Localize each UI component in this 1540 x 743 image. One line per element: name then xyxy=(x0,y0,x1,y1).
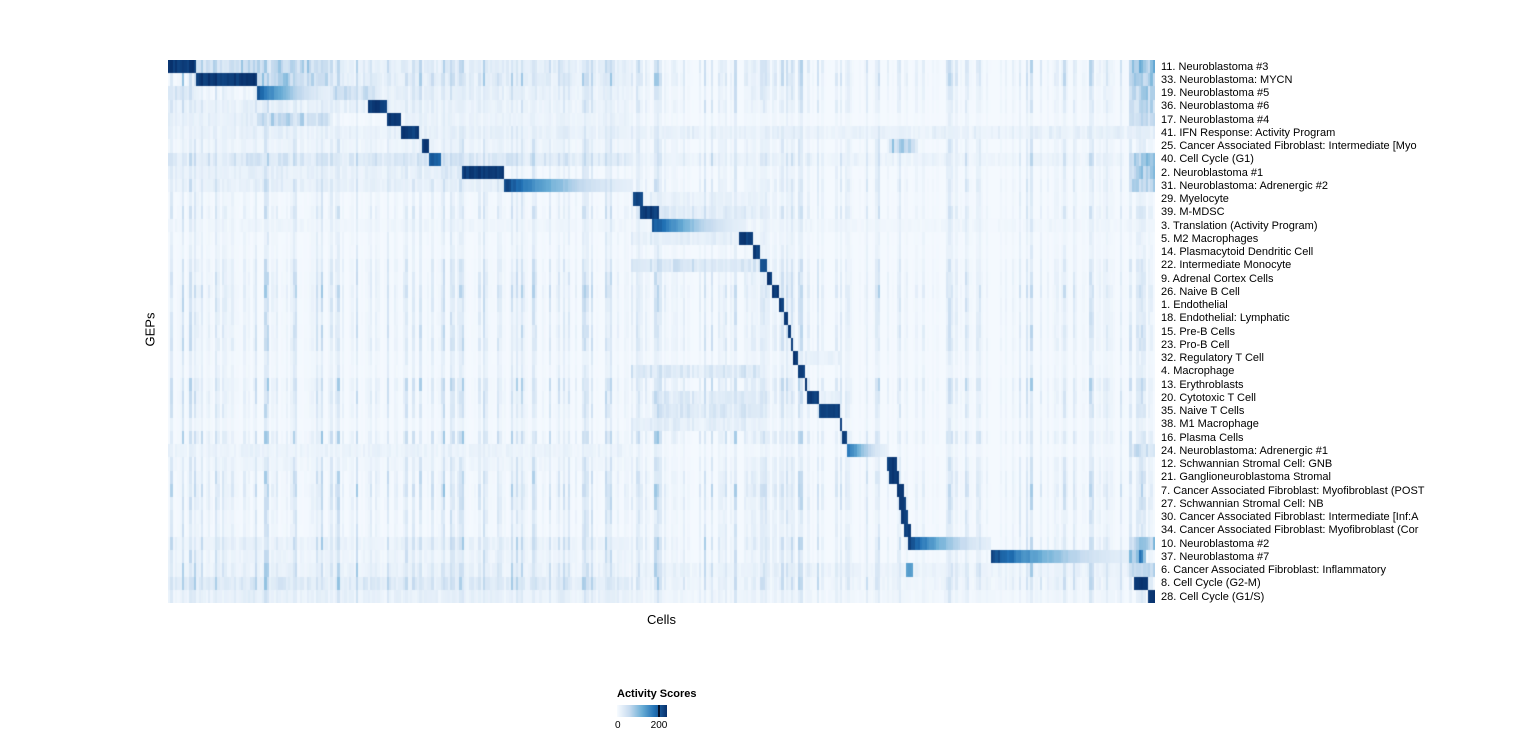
row-label: 4. Macrophage xyxy=(1161,365,1235,378)
row-label: 24. Neuroblastoma: Adrenergic #1 xyxy=(1161,444,1328,457)
row-label: 26. Naive B Cell xyxy=(1161,285,1240,298)
row-label: 7. Cancer Associated Fibroblast: Myofibr… xyxy=(1161,484,1425,497)
row-label: 3. Translation (Activity Program) xyxy=(1161,219,1318,232)
y-axis-label: GEPs xyxy=(142,312,158,347)
row-label: 27. Schwannian Stromal Cell: NB xyxy=(1161,497,1324,510)
row-label: 32. Regulatory T Cell xyxy=(1161,352,1264,365)
row-label: 2. Neuroblastoma #1 xyxy=(1161,166,1264,179)
row-label: 17. Neuroblastoma #4 xyxy=(1161,113,1270,126)
row-label: 1. Endothelial xyxy=(1161,299,1228,312)
legend: Activity Scores 0 200 xyxy=(615,688,757,732)
row-label: 35. Naive T Cells xyxy=(1161,405,1245,418)
row-label: 8. Cell Cycle (G2-M) xyxy=(1161,577,1261,590)
row-label: 11. Neuroblastoma #3 xyxy=(1161,60,1269,73)
row-label: 12. Schwannian Stromal Cell: GNB xyxy=(1161,458,1333,471)
row-label: 16. Plasma Cells xyxy=(1161,431,1244,444)
row-label: 25. Cancer Associated Fibroblast: Interm… xyxy=(1161,140,1417,153)
legend-colorbar xyxy=(617,705,667,717)
row-label: 14. Plasmacytoid Dendritic Cell xyxy=(1161,246,1314,259)
row-label: 33. Neuroblastoma: MYCN xyxy=(1161,73,1293,86)
row-label: 39. M-MDSC xyxy=(1161,206,1225,219)
legend-min-label: 0 xyxy=(615,720,621,731)
row-label: 36. Neuroblastoma #6 xyxy=(1161,100,1270,113)
legend-labels: 0 200 xyxy=(615,720,757,732)
row-label: 18. Endothelial: Lymphatic xyxy=(1161,312,1290,325)
row-label: 6. Cancer Associated Fibroblast: Inflamm… xyxy=(1161,564,1386,577)
legend-max-tick xyxy=(658,705,660,717)
row-label: 29. Myelocyte xyxy=(1161,193,1229,206)
row-labels: 11. Neuroblastoma #3 33. Neuroblastoma: M… xyxy=(1161,60,1540,603)
row-label: 40. Cell Cycle (G1) xyxy=(1161,153,1254,166)
row-label: 30. Cancer Associated Fibroblast: Interm… xyxy=(1161,511,1419,524)
row-label: 37. Neuroblastoma #7 xyxy=(1161,550,1270,563)
row-label: 10. Neuroblastoma #2 xyxy=(1161,537,1270,550)
row-label: 20. Cytotoxic T Cell xyxy=(1161,391,1256,404)
heatmap-canvas xyxy=(168,60,1155,603)
row-label: 38. M1 Macrophage xyxy=(1161,418,1259,431)
x-axis-label: Cells xyxy=(647,612,676,627)
row-label: 31. Neuroblastoma: Adrenergic #2 xyxy=(1161,179,1328,192)
row-label: 5. M2 Macrophages xyxy=(1161,232,1259,245)
row-label: 13. Erythroblasts xyxy=(1161,378,1244,391)
row-label: 41. IFN Response: Activity Program xyxy=(1161,126,1336,139)
row-label: 19. Neuroblastoma #5 xyxy=(1161,87,1270,100)
row-label: 9. Adrenal Cortex Cells xyxy=(1161,272,1274,285)
row-label: 34. Cancer Associated Fibroblast: Myofib… xyxy=(1161,524,1419,537)
row-label: 22. Intermediate Monocyte xyxy=(1161,259,1292,272)
row-label: 15. Pre-B Cells xyxy=(1161,325,1235,338)
legend-max-label: 200 xyxy=(650,720,668,731)
row-label: 23. Pro-B Cell xyxy=(1161,338,1230,351)
row-label: 28. Cell Cycle (G1/S) xyxy=(1161,590,1265,603)
row-label: 21. Ganglioneuroblastoma Stromal xyxy=(1161,471,1331,484)
legend-title: Activity Scores xyxy=(617,688,697,700)
